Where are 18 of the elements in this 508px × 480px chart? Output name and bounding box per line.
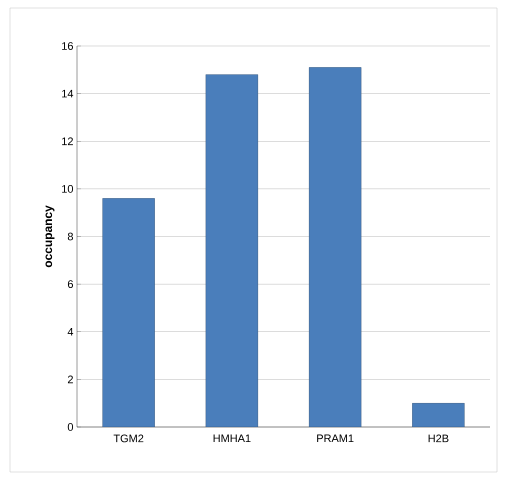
x-tick-label: HMHA1: [214, 434, 251, 442]
y-tick-label: 14: [62, 90, 74, 98]
y-tick-label: 8: [68, 232, 73, 240]
x-tick-label: H2B: [428, 434, 448, 442]
y-tick-label: 2: [68, 376, 73, 384]
x-tick-label: TGM2: [114, 434, 144, 442]
y-tick-label: 16: [62, 42, 73, 50]
y-tick-label: 6: [68, 280, 73, 288]
x-tick-label: PRAM1: [317, 434, 354, 442]
bar: [412, 402, 465, 427]
bar: [102, 198, 155, 427]
y-tick-label: 10: [62, 185, 74, 193]
y-tick-label: 0: [68, 423, 74, 431]
bar: [308, 67, 362, 427]
bar: [206, 74, 258, 427]
y-tick-label: 4: [68, 328, 74, 336]
y-axis-title: occupancy: [46, 205, 54, 268]
y-tick-label: 12: [62, 137, 73, 146]
